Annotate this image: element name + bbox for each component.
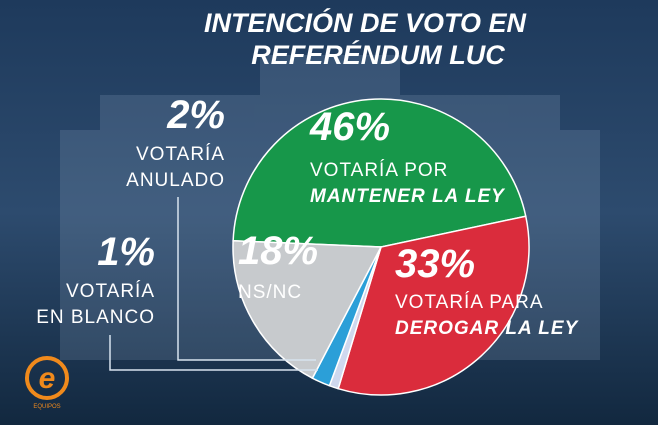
value-label: 18% bbox=[238, 229, 318, 273]
category-label: VOTARÍA bbox=[136, 144, 225, 165]
pie-slice bbox=[337, 215, 530, 396]
connector bbox=[177, 197, 316, 361]
category-label: ANULADO bbox=[126, 170, 225, 191]
value-label: 1% bbox=[97, 230, 155, 274]
value-label: 2% bbox=[166, 93, 225, 137]
category-label: EN BLANCO bbox=[36, 307, 155, 328]
value-label: 46% bbox=[309, 105, 390, 149]
connector bbox=[109, 335, 318, 371]
value-label: 33% bbox=[395, 242, 475, 286]
category-label: VOTARÍA PARA bbox=[395, 292, 544, 313]
category-label: VOTARÍA POR bbox=[310, 160, 448, 181]
category-label: MANTENER LA LEY bbox=[310, 186, 506, 207]
logo-letter: e bbox=[39, 362, 56, 395]
category-label: DEROGAR LA LEY bbox=[395, 318, 580, 339]
chart-title: INTENCIÓN DE VOTO EN bbox=[204, 7, 527, 38]
category-label: VOTARÍA bbox=[66, 281, 155, 302]
chart-title: REFERÉNDUM LUC bbox=[251, 39, 505, 70]
logo: e EQUIPOS bbox=[25, 356, 69, 410]
category-label: NS/NC bbox=[238, 282, 302, 303]
logo-text: EQUIPOS bbox=[33, 404, 60, 410]
pie-slice bbox=[232, 98, 527, 248]
logo-ring bbox=[25, 356, 69, 400]
